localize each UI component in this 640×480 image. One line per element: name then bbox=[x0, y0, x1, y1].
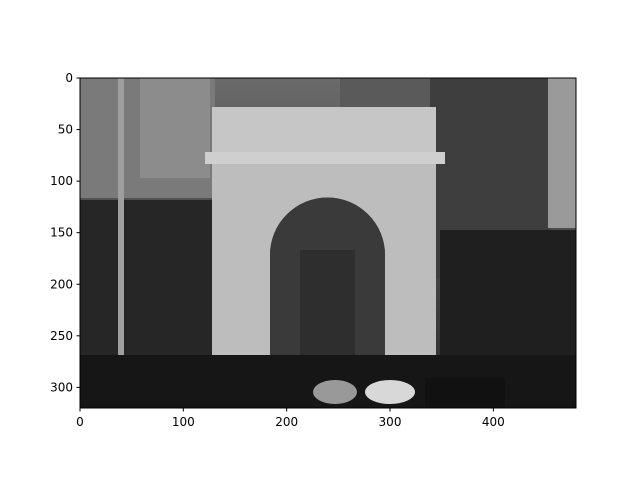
y-tick-label: 250 bbox=[50, 329, 73, 343]
x-tick-label: 200 bbox=[275, 415, 298, 429]
y-tick-label: 50 bbox=[58, 123, 73, 137]
x-tick-label: 400 bbox=[482, 415, 505, 429]
axes-frame bbox=[79, 77, 577, 409]
x-tick-label: 100 bbox=[172, 415, 195, 429]
y-tick-label: 300 bbox=[50, 380, 73, 394]
y-tick-label: 0 bbox=[65, 71, 73, 85]
x-tick-label: 0 bbox=[76, 415, 84, 429]
y-tick-label: 100 bbox=[50, 174, 73, 188]
y-tick-label: 200 bbox=[50, 277, 73, 291]
photo bbox=[80, 78, 576, 408]
x-tick-label: 300 bbox=[379, 415, 402, 429]
y-tick-label: 150 bbox=[50, 226, 73, 240]
